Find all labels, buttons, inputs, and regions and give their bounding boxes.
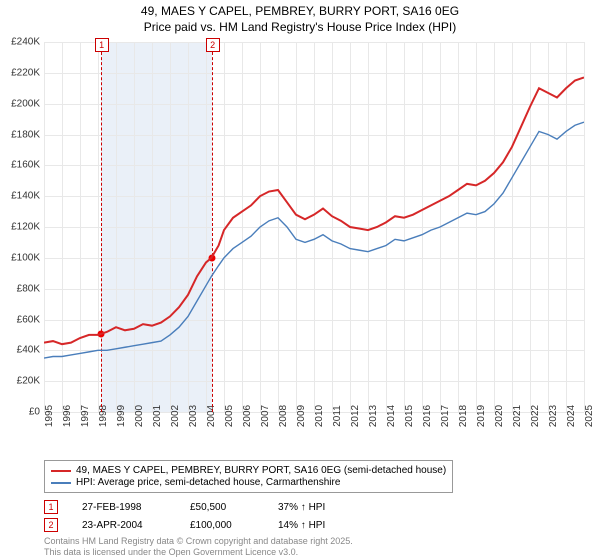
y-axis-tick: £80K	[0, 283, 40, 294]
annotation-delta: 37% ↑ HPI	[278, 502, 325, 513]
y-axis-tick: £180K	[0, 129, 40, 140]
y-axis-tick: £220K	[0, 67, 40, 78]
y-axis-tick: £100K	[0, 252, 40, 263]
y-axis-tick: £140K	[0, 191, 40, 202]
legend-row: 49, MAES Y CAPEL, PEMBREY, BURRY PORT, S…	[51, 465, 446, 476]
chart-title: 49, MAES Y CAPEL, PEMBREY, BURRY PORT, S…	[0, 0, 600, 35]
legend-swatch-icon	[51, 470, 71, 472]
legend-label: HPI: Average price, semi-detached house,…	[76, 477, 340, 488]
legend-swatch-icon	[51, 482, 71, 484]
footer-text: Contains HM Land Registry data © Crown c…	[44, 536, 353, 558]
x-axis-tick: 2025	[584, 405, 595, 427]
plot-region: £0£20K£40K£60K£80K£100K£120K£140K£160K£1…	[44, 42, 584, 412]
y-axis-tick: £40K	[0, 345, 40, 356]
annotation-marker-icon: 2	[44, 518, 58, 532]
y-axis-tick: £20K	[0, 376, 40, 387]
y-axis-tick: £60K	[0, 314, 40, 325]
annotation-price: £50,500	[190, 502, 260, 513]
annotation-delta: 14% ↑ HPI	[278, 520, 325, 531]
y-axis-tick: £160K	[0, 160, 40, 171]
chart-area: £0£20K£40K£60K£80K£100K£120K£140K£160K£1…	[44, 42, 584, 432]
annotation-date: 27-FEB-1998	[82, 502, 172, 513]
y-axis-tick: £0	[0, 407, 40, 418]
title-line-2: Price paid vs. HM Land Registry's House …	[0, 20, 600, 36]
y-axis-tick: £240K	[0, 37, 40, 48]
y-axis-tick: £200K	[0, 98, 40, 109]
annotation-marker-icon: 1	[44, 500, 58, 514]
y-axis-tick: £120K	[0, 222, 40, 233]
annotation-price: £100,000	[190, 520, 260, 531]
legend-box: 49, MAES Y CAPEL, PEMBREY, BURRY PORT, S…	[44, 460, 453, 493]
title-line-1: 49, MAES Y CAPEL, PEMBREY, BURRY PORT, S…	[0, 4, 600, 20]
footer-line-2: This data is licensed under the Open Gov…	[44, 547, 353, 558]
footer-line-1: Contains HM Land Registry data © Crown c…	[44, 536, 353, 547]
series-svg	[44, 42, 584, 412]
legend-row: HPI: Average price, semi-detached house,…	[51, 477, 446, 488]
annotation-date: 23-APR-2004	[82, 520, 172, 531]
legend-label: 49, MAES Y CAPEL, PEMBREY, BURRY PORT, S…	[76, 465, 446, 476]
annotation-row: 2 23-APR-2004 £100,000 14% ↑ HPI	[44, 518, 325, 532]
annotation-row: 1 27-FEB-1998 £50,500 37% ↑ HPI	[44, 500, 325, 514]
